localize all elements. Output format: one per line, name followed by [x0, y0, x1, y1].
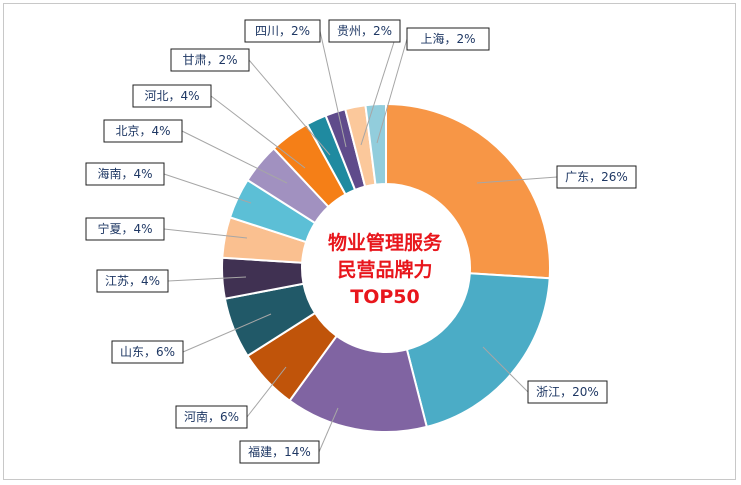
leader-line-4	[246, 366, 287, 418]
data-label-12: 四川，2%	[255, 24, 310, 38]
data-label-box-8	[85, 162, 165, 186]
data-label-box-11	[170, 48, 250, 72]
data-label-box-9	[103, 119, 183, 143]
leader-line-6	[167, 276, 247, 282]
slice-2	[405, 272, 551, 429]
leader-line-10	[210, 95, 306, 169]
data-label-3: 福建，14%	[248, 444, 311, 459]
data-label-11: 甘肃，2%	[182, 53, 237, 67]
data-label-box-10	[132, 84, 212, 108]
data-label-6: 江苏，4%	[105, 274, 160, 288]
data-label-8: 海南，4%	[97, 166, 152, 181]
center-title-line-2: 民营品牌力	[337, 258, 432, 281]
data-label-box-2	[527, 380, 608, 404]
leader-line-8	[163, 173, 252, 204]
data-label-box-3	[239, 440, 320, 464]
leader-line-1	[476, 176, 558, 184]
data-label-1: 广东，26%	[565, 170, 628, 184]
leader-line-11	[248, 59, 331, 156]
slice-14	[364, 102, 387, 186]
data-label-4: 河南，6%	[184, 409, 239, 424]
leader-line-3	[318, 407, 339, 453]
center-title: 物业管理服务 民营品牌力 TOP50	[328, 231, 443, 308]
leader-line-13	[360, 41, 395, 146]
leader-line-9	[181, 130, 288, 184]
slices-group	[221, 102, 551, 433]
data-label-10: 河北，4%	[144, 89, 199, 103]
data-label-13: 贵州，2%	[337, 24, 392, 38]
leader-line-14	[376, 38, 408, 144]
data-label-14: 上海，2%	[420, 31, 475, 46]
slice-1	[385, 102, 551, 280]
data-label-box-5	[111, 340, 184, 364]
leader-line-2	[482, 346, 529, 393]
data-label-9: 北京，4%	[115, 124, 170, 138]
data-label-box-14	[406, 27, 490, 51]
data-label-2: 浙江，20%	[536, 385, 599, 399]
data-label-5: 山东，6%	[120, 345, 175, 359]
data-label-box-1	[556, 165, 637, 189]
center-title-line-3: TOP50	[350, 286, 419, 308]
data-label-box-7	[85, 217, 165, 241]
data-label-box-12	[244, 19, 321, 43]
leader-lines-group	[163, 30, 558, 453]
center-title-line-1: 物业管理服务	[328, 231, 443, 254]
data-label-7: 宁夏，4%	[97, 221, 152, 236]
leader-line-5	[182, 313, 272, 353]
data-label-box-13	[328, 19, 401, 43]
leader-line-12	[319, 30, 347, 148]
data-label-box-6	[96, 269, 169, 293]
data-label-box-4	[175, 405, 248, 429]
labels-group: 广东，26% 浙江，20% 福建，14% 河南，6% 山东，6% 江苏，4% 宁夏，4% 海南…	[85, 19, 637, 464]
leader-line-7	[163, 228, 248, 239]
